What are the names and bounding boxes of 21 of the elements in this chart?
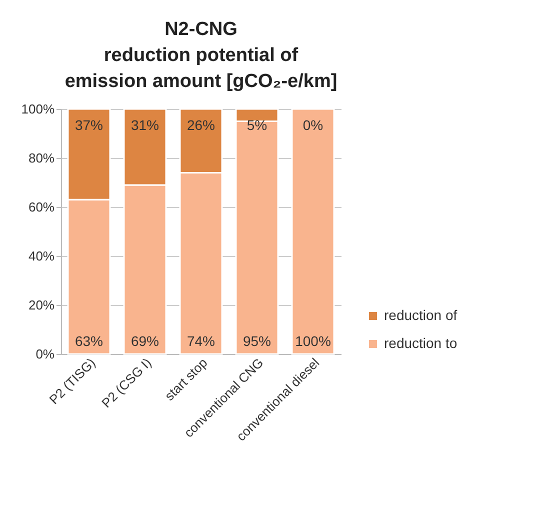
bar (291, 108, 335, 355)
y-tick-label: 40% (28, 248, 55, 264)
data-label: 95% (242, 332, 272, 349)
data-label: 63% (74, 332, 104, 349)
data-label: 26% (186, 117, 216, 134)
data-label: 74% (186, 332, 216, 349)
data-label: 0% (302, 117, 324, 134)
data-label: 100% (295, 332, 331, 349)
data-label: 31% (130, 117, 160, 134)
data-label: 37% (74, 117, 104, 134)
y-tick-label: 100% (21, 102, 55, 116)
y-tick-label: 0% (36, 346, 55, 362)
legend-label: reduction of (384, 307, 458, 323)
data-label: 69% (130, 332, 160, 349)
x-tick-label: start stop (162, 355, 210, 404)
y-tick-label: 60% (28, 200, 55, 214)
y-tick-label: 20% (28, 298, 55, 312)
data-label: 5% (246, 117, 268, 134)
y-tick-label: 80% (28, 150, 55, 166)
chart-title: N2-CNG reduction potential of emission amount [gCO₂-e/km] (64, 19, 338, 92)
legend-label: reduction to (384, 335, 458, 351)
